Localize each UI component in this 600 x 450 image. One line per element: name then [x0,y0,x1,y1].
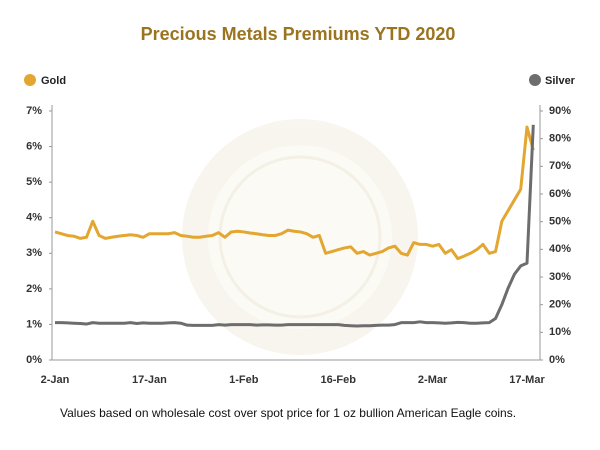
y2-tick-label: 70% [549,160,571,172]
legend-swatch [529,74,541,86]
series-line [54,125,535,261]
y2-tick-label: 80% [549,133,571,145]
y-tick-label: 4% [26,212,42,224]
x-tick-label: 1-Feb [229,374,259,386]
legend-swatch [24,74,36,86]
series-line [55,124,535,328]
y-tick-label: 0% [26,354,42,366]
y2-tick-label: 30% [549,271,571,283]
footnote: Values based on wholesale cost over spot… [60,406,516,420]
legend-label: Gold [41,75,66,87]
y2-tick-label: 50% [549,216,571,228]
y2-tick-label: 40% [549,243,571,255]
y2-tick-label: 90% [549,105,571,117]
x-tick-label: 2-Jan [41,374,70,386]
y-tick-label: 1% [26,318,42,330]
y2-tick-label: 0% [549,354,565,366]
y-tick-label: 6% [26,140,42,152]
y2-tick-label: 60% [549,188,571,200]
y-tick-label: 3% [26,247,42,259]
x-tick-label: 16-Feb [320,374,356,386]
x-tick-label: 2-Mar [418,374,448,386]
y2-tick-label: 20% [549,299,571,311]
x-tick-label: 17-Mar [509,374,545,386]
watermark [182,119,418,355]
y-tick-label: 5% [26,176,42,188]
legend-label: Silver [545,75,576,87]
y-tick-label: 7% [26,105,42,117]
chart-title: Precious Metals Premiums YTD 2020 [141,24,456,44]
x-tick-label: 17-Jan [132,374,167,386]
y-tick-label: 2% [26,283,42,295]
y2-tick-label: 10% [549,326,571,338]
